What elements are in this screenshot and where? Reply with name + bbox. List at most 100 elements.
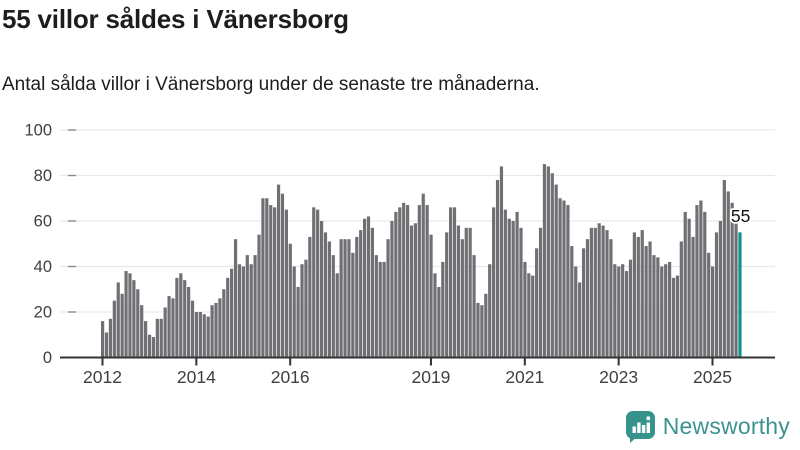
bar xyxy=(589,227,593,358)
bar xyxy=(233,239,238,358)
bar xyxy=(472,255,476,358)
bar xyxy=(636,236,640,358)
bar xyxy=(484,293,488,358)
bar xyxy=(409,225,414,358)
bar xyxy=(194,312,199,358)
bar xyxy=(323,232,328,358)
bar xyxy=(437,286,441,358)
bar xyxy=(417,205,421,358)
bar xyxy=(535,248,539,358)
bar xyxy=(140,305,144,358)
bar xyxy=(691,236,695,358)
bar xyxy=(198,312,202,358)
bar xyxy=(617,266,621,358)
bar xyxy=(304,259,308,358)
bar xyxy=(300,264,304,358)
bar xyxy=(718,221,723,358)
bar xyxy=(632,232,636,358)
bar xyxy=(276,184,281,358)
bar xyxy=(237,264,242,358)
bar xyxy=(214,302,218,358)
bar xyxy=(495,180,500,358)
bar xyxy=(202,314,206,358)
bar xyxy=(132,280,136,358)
bar xyxy=(578,282,582,358)
bar xyxy=(515,211,519,358)
bar xyxy=(476,302,480,358)
bar xyxy=(261,198,265,358)
bar xyxy=(671,277,676,358)
bar xyxy=(558,198,562,358)
x-axis-label: 2016 xyxy=(271,367,310,387)
bar xyxy=(621,264,625,358)
bar xyxy=(613,264,617,358)
bar xyxy=(722,180,726,358)
y-axis-label: 80 xyxy=(34,167,52,185)
bar xyxy=(664,264,668,358)
bar xyxy=(714,232,719,358)
bar xyxy=(593,227,597,358)
bar xyxy=(574,266,578,358)
bar xyxy=(226,277,230,358)
bar xyxy=(230,268,234,358)
bar xyxy=(171,298,175,358)
bar xyxy=(280,193,285,358)
bar xyxy=(355,236,359,358)
bar xyxy=(585,239,590,358)
bar xyxy=(667,261,672,358)
bar xyxy=(542,164,547,358)
bar xyxy=(425,205,429,358)
bar xyxy=(359,230,363,358)
bar xyxy=(699,200,703,358)
bar xyxy=(550,173,554,358)
bar xyxy=(386,239,390,358)
bar xyxy=(136,289,140,358)
bar xyxy=(316,209,320,358)
bar xyxy=(597,223,601,358)
bar xyxy=(492,207,496,358)
bar xyxy=(683,211,687,358)
bar xyxy=(343,239,347,358)
bar xyxy=(449,207,453,358)
y-axis-label: 40 xyxy=(34,258,52,276)
bar xyxy=(124,271,128,358)
x-axis-label: 2023 xyxy=(599,367,638,387)
bar xyxy=(531,275,535,358)
bar xyxy=(218,298,222,358)
bar xyxy=(503,209,507,358)
bar xyxy=(366,216,371,358)
x-axis-label: 2012 xyxy=(83,367,122,387)
bar xyxy=(269,205,273,358)
bar xyxy=(429,234,433,358)
bar xyxy=(163,307,167,358)
bar xyxy=(445,232,449,358)
bar xyxy=(288,243,292,358)
bar xyxy=(374,255,378,358)
bar xyxy=(175,277,179,358)
bar xyxy=(292,266,296,358)
bar xyxy=(644,246,648,358)
y-axis-label: 100 xyxy=(24,122,52,140)
bar xyxy=(245,255,249,358)
bar xyxy=(507,218,511,358)
bar xyxy=(605,230,609,358)
bar xyxy=(253,255,257,358)
x-axis-label: 2014 xyxy=(177,367,216,387)
bar xyxy=(351,252,355,358)
bar xyxy=(308,236,312,358)
brand-footer: Newsworthy xyxy=(622,408,790,444)
x-axis-label: 2021 xyxy=(505,367,544,387)
bar xyxy=(609,239,613,358)
bar xyxy=(601,225,605,358)
bar xyxy=(335,273,339,358)
bar xyxy=(183,280,187,358)
bar xyxy=(406,205,410,358)
chart-title: 55 villor såldes i Vänersborg xyxy=(2,4,349,34)
bar xyxy=(362,218,367,358)
bar xyxy=(159,318,163,358)
bar xyxy=(284,209,288,358)
bar xyxy=(402,202,406,358)
x-axis-label: 2025 xyxy=(693,367,732,387)
bar xyxy=(421,193,425,358)
